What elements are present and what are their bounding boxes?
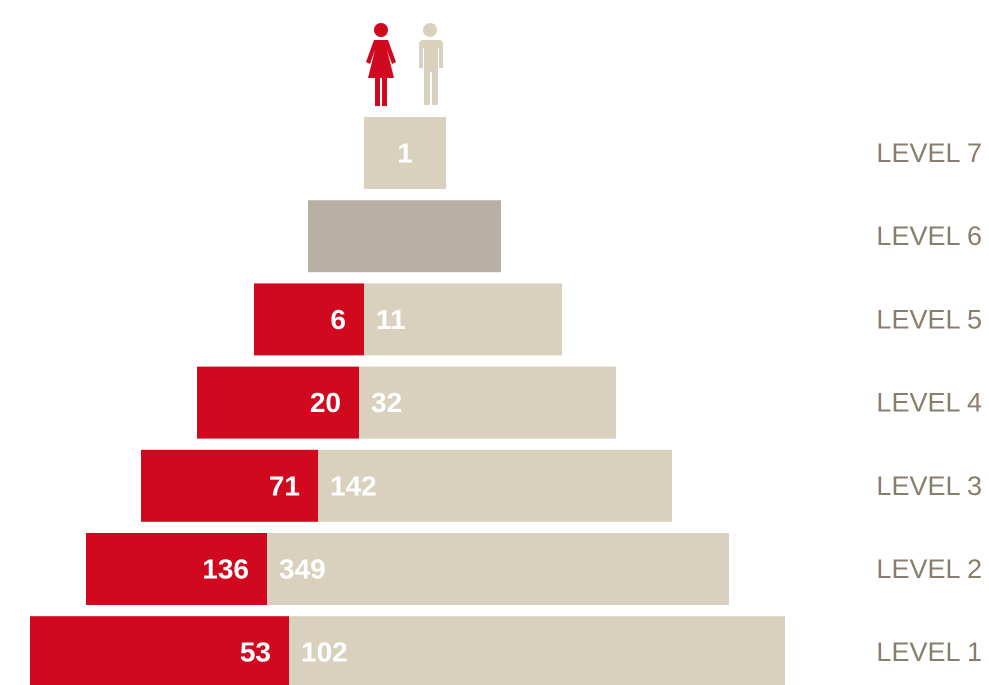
women-count: 53 (240, 637, 271, 668)
men-count: 102 (301, 637, 348, 668)
men-count: 1 (397, 138, 413, 169)
women-count: 6 (330, 304, 346, 335)
man-icon (419, 23, 443, 105)
women-count: 136 (202, 554, 249, 585)
woman-icon (366, 23, 396, 106)
women-bar (197, 366, 359, 439)
men-bar (364, 283, 562, 356)
women-count: 71 (269, 470, 300, 501)
level-label: LEVEL 7 (876, 138, 982, 168)
men-count: 32 (371, 387, 402, 418)
level-bar (308, 200, 501, 273)
women-bar (254, 283, 364, 356)
level-label: LEVEL 5 (876, 304, 982, 334)
men-bar (359, 366, 616, 439)
women-bar (141, 449, 318, 522)
level-label: LEVEL 2 (876, 554, 982, 584)
women-bar (86, 533, 267, 605)
men-count: 11 (376, 304, 406, 335)
men-bar (364, 117, 446, 189)
men-bar (318, 449, 672, 522)
men-count: 349 (279, 554, 326, 585)
men-bar (267, 533, 729, 605)
level-label: LEVEL 4 (876, 388, 982, 418)
women-bar (30, 616, 289, 685)
level-label: LEVEL 1 (876, 637, 982, 667)
men-count: 142 (330, 470, 377, 501)
men-bar (289, 616, 785, 685)
women-count: 20 (310, 387, 341, 418)
level-label: LEVEL 3 (876, 471, 982, 501)
level-label: LEVEL 6 (876, 221, 982, 251)
